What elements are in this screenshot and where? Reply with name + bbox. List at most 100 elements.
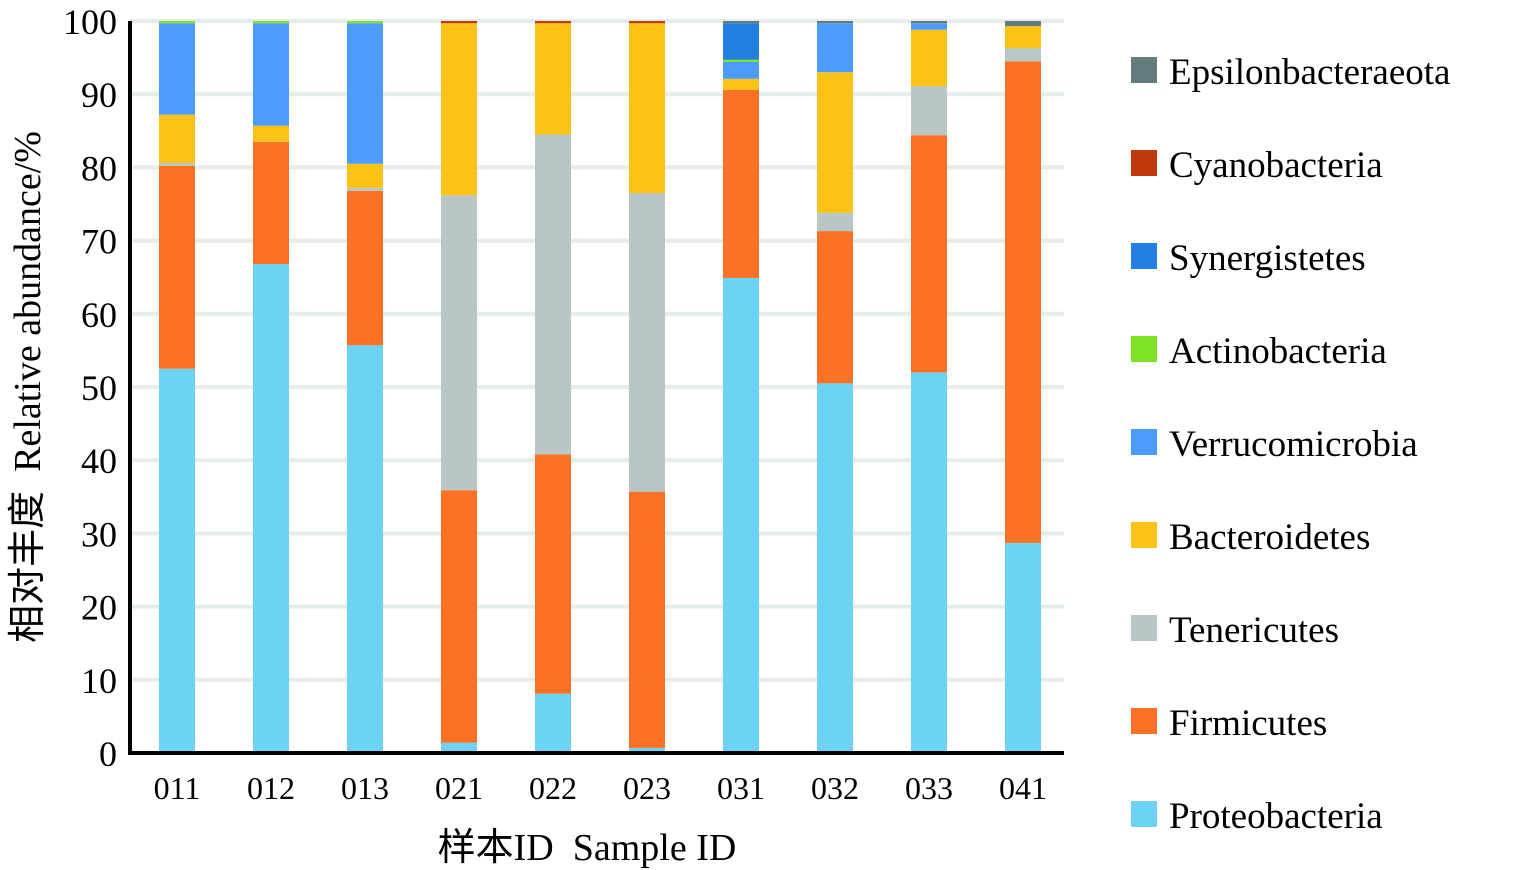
bar-segment-synergistetes <box>723 23 759 60</box>
bar-segment-epsilonbacteraeota <box>817 21 853 24</box>
bar-group-023 <box>629 21 665 753</box>
x-tick-label: 041 <box>999 770 1047 806</box>
y-tick-label: 10 <box>81 661 117 701</box>
legend-item-firmicutes: Firmicutes <box>1131 703 1327 744</box>
bar-segment-firmicutes <box>535 454 571 694</box>
y-tick-label: 100 <box>63 2 117 42</box>
x-tick-label: 031 <box>717 770 765 806</box>
legend-label: Proteobacteria <box>1169 796 1383 837</box>
axes <box>128 21 1064 755</box>
x-tick-labels: 011 012 013 021 022 023 031 032 033 041 <box>154 770 1047 806</box>
x-tick-label: 021 <box>435 770 483 806</box>
legend-label: Cyanobacteria <box>1169 145 1383 186</box>
bar-segment-epsilonbacteraeota <box>911 21 947 24</box>
bar-segment-bacteroidetes <box>535 23 571 135</box>
bar-segment-proteobacteria <box>629 747 665 753</box>
bar-segment-cyanobacteria <box>535 21 571 24</box>
bar-segment-firmicutes <box>347 190 383 346</box>
legend-swatch <box>1131 150 1157 176</box>
legend-swatch <box>1131 57 1157 83</box>
legend-item-proteobacteria: Proteobacteria <box>1131 796 1383 837</box>
y-tick-label: 0 <box>99 734 117 774</box>
bar-segment-bacteroidetes <box>911 29 947 87</box>
bar-segment-bacteroidetes <box>159 114 195 164</box>
y-tick-label: 90 <box>81 75 117 115</box>
x-tick-label: 013 <box>341 770 389 806</box>
bar-segment-verrucomicrobia <box>911 23 947 30</box>
bar-segment-cyanobacteria <box>441 21 477 24</box>
legend-item-verrucomicrobia: Verrucomicrobia <box>1131 424 1418 465</box>
bar-segment-proteobacteria <box>253 264 289 753</box>
bar-segment-proteobacteria <box>535 693 571 753</box>
legend-label: Epsilonbacteraeota <box>1169 52 1450 93</box>
bar-segment-epsilonbacteraeota <box>723 21 759 24</box>
legend-swatch <box>1131 429 1157 455</box>
bar-group-022 <box>535 21 571 753</box>
bar-group-041 <box>1005 21 1041 753</box>
bar-segment-verrucomicrobia <box>159 23 195 115</box>
bar-segment-tenericutes <box>347 187 383 191</box>
legend-swatch <box>1131 336 1157 362</box>
bar-segment-firmicutes <box>159 165 195 369</box>
bar-segment-bacteroidetes <box>1005 26 1041 49</box>
legend-swatch <box>1131 801 1157 827</box>
legend-swatch <box>1131 243 1157 269</box>
y-axis-title: 相对丰度 Relative abundance/% <box>7 131 49 643</box>
y-tick-label: 80 <box>81 148 117 188</box>
bar-segment-cyanobacteria <box>629 21 665 24</box>
bar-segment-firmicutes <box>911 135 947 373</box>
legend-label: Bacteroidetes <box>1169 517 1370 558</box>
y-tick-labels: 0 10 20 30 40 50 60 70 80 90 100 <box>63 2 117 774</box>
bar-segment-proteobacteria <box>911 372 947 753</box>
x-tick-label: 011 <box>154 770 201 806</box>
bar-group-032 <box>817 21 853 753</box>
bar-group-011 <box>159 21 195 753</box>
bar-segment-firmicutes <box>253 141 289 265</box>
bars <box>159 21 1041 753</box>
legend-item-bacteroidetes: Bacteroidetes <box>1131 517 1370 558</box>
x-tick-label: 023 <box>623 770 671 806</box>
bar-segment-epsilonbacteraeota <box>1005 21 1041 27</box>
bar-segment-firmicutes <box>441 490 477 743</box>
bar-segment-bacteroidetes <box>441 23 477 196</box>
bar-segment-tenericutes <box>629 193 665 492</box>
bar-segment-bacteroidetes <box>629 23 665 194</box>
bar-segment-proteobacteria <box>1005 542 1041 753</box>
x-tick-label: 033 <box>905 770 953 806</box>
legend-label: Verrucomicrobia <box>1169 424 1418 465</box>
bar-segment-verrucomicrobia <box>817 23 853 73</box>
bar-segment-bacteroidetes <box>253 125 289 142</box>
bar-segment-proteobacteria <box>441 742 477 753</box>
legend-swatch <box>1131 522 1157 548</box>
bar-segment-verrucomicrobia <box>253 23 289 126</box>
bar-segment-actinobacteria <box>159 21 195 24</box>
bar-segment-tenericutes <box>911 86 947 136</box>
y-tick-label: 70 <box>81 222 117 262</box>
x-tick-label: 032 <box>811 770 859 806</box>
bar-segment-firmicutes <box>817 231 853 384</box>
bar-segment-tenericutes <box>535 134 571 455</box>
y-tick-label: 60 <box>81 295 117 335</box>
bar-segment-proteobacteria <box>159 368 195 753</box>
legend-label: Firmicutes <box>1169 703 1327 744</box>
bar-group-012 <box>253 21 289 753</box>
bar-segment-firmicutes <box>723 89 759 278</box>
bar-segment-firmicutes <box>629 491 665 748</box>
bar-segment-proteobacteria <box>817 383 853 753</box>
x-tick-label: 022 <box>529 770 577 806</box>
legend-swatch <box>1131 615 1157 641</box>
bar-group-031 <box>723 21 759 753</box>
legend-item-epsilonbacteraeota: Epsilonbacteraeota <box>1131 52 1450 93</box>
legend-swatch <box>1131 708 1157 734</box>
bar-group-013 <box>347 21 383 753</box>
bar-segment-verrucomicrobia <box>347 23 383 164</box>
legend: Epsilonbacteraeota Cyanobacteria Synergist… <box>1131 52 1450 837</box>
bar-segment-proteobacteria <box>723 277 759 753</box>
bar-segment-bacteroidetes <box>347 163 383 188</box>
y-tick-label: 20 <box>81 588 117 628</box>
y-tick-label: 30 <box>81 514 117 554</box>
legend-item-actinobacteria: Actinobacteria <box>1131 331 1387 372</box>
x-tick-label: 012 <box>247 770 295 806</box>
legend-label: Actinobacteria <box>1169 331 1387 372</box>
legend-label: Tenericutes <box>1169 610 1339 651</box>
